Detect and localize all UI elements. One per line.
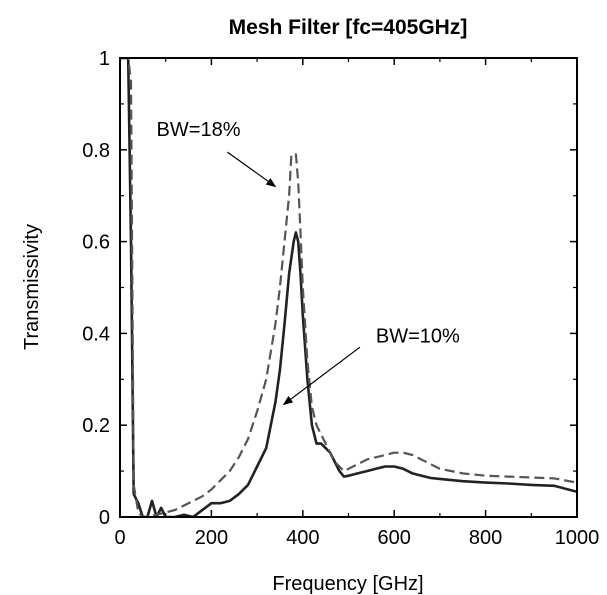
- annotation-arrow-1: [227, 151, 277, 188]
- annotation-label-1: BW=18%: [157, 119, 241, 141]
- y-axis-label: Transmissivity: [21, 224, 43, 350]
- x-tick-label: 800: [469, 527, 502, 549]
- y-tick-label: 1: [99, 48, 110, 70]
- series-line-1-solid: [120, 58, 577, 517]
- x-tick-label: 1000: [555, 527, 600, 549]
- y-tick-label: 0.4: [82, 323, 110, 345]
- y-tick-label: 0.2: [82, 415, 110, 437]
- annotations: BW=18% BW=10%: [157, 119, 460, 406]
- series-line-2-dashed: [120, 58, 577, 517]
- annotation-label-2: BW=10%: [376, 326, 460, 348]
- x-tick-label: 0: [114, 527, 125, 549]
- y-tick-label: 0.6: [82, 232, 110, 254]
- y-tick-label: 0: [99, 507, 110, 529]
- x-tick-label: 200: [195, 527, 228, 549]
- plot-area: [120, 58, 577, 517]
- x-tick-label: 400: [286, 527, 319, 549]
- axis-tick-labels: 0 200 400 600 800 1000 0 0.2 0.4 0.6 0.8 1: [82, 48, 599, 549]
- x-axis-label: Frequency [GHz]: [272, 573, 423, 595]
- x-tick-label: 600: [378, 527, 411, 549]
- annotation-arrow-2: [282, 346, 361, 406]
- chart-title: Mesh Filter [fc=405GHz]: [229, 16, 468, 39]
- axis-ticks: [119, 57, 578, 518]
- y-tick-label: 0.8: [82, 140, 110, 162]
